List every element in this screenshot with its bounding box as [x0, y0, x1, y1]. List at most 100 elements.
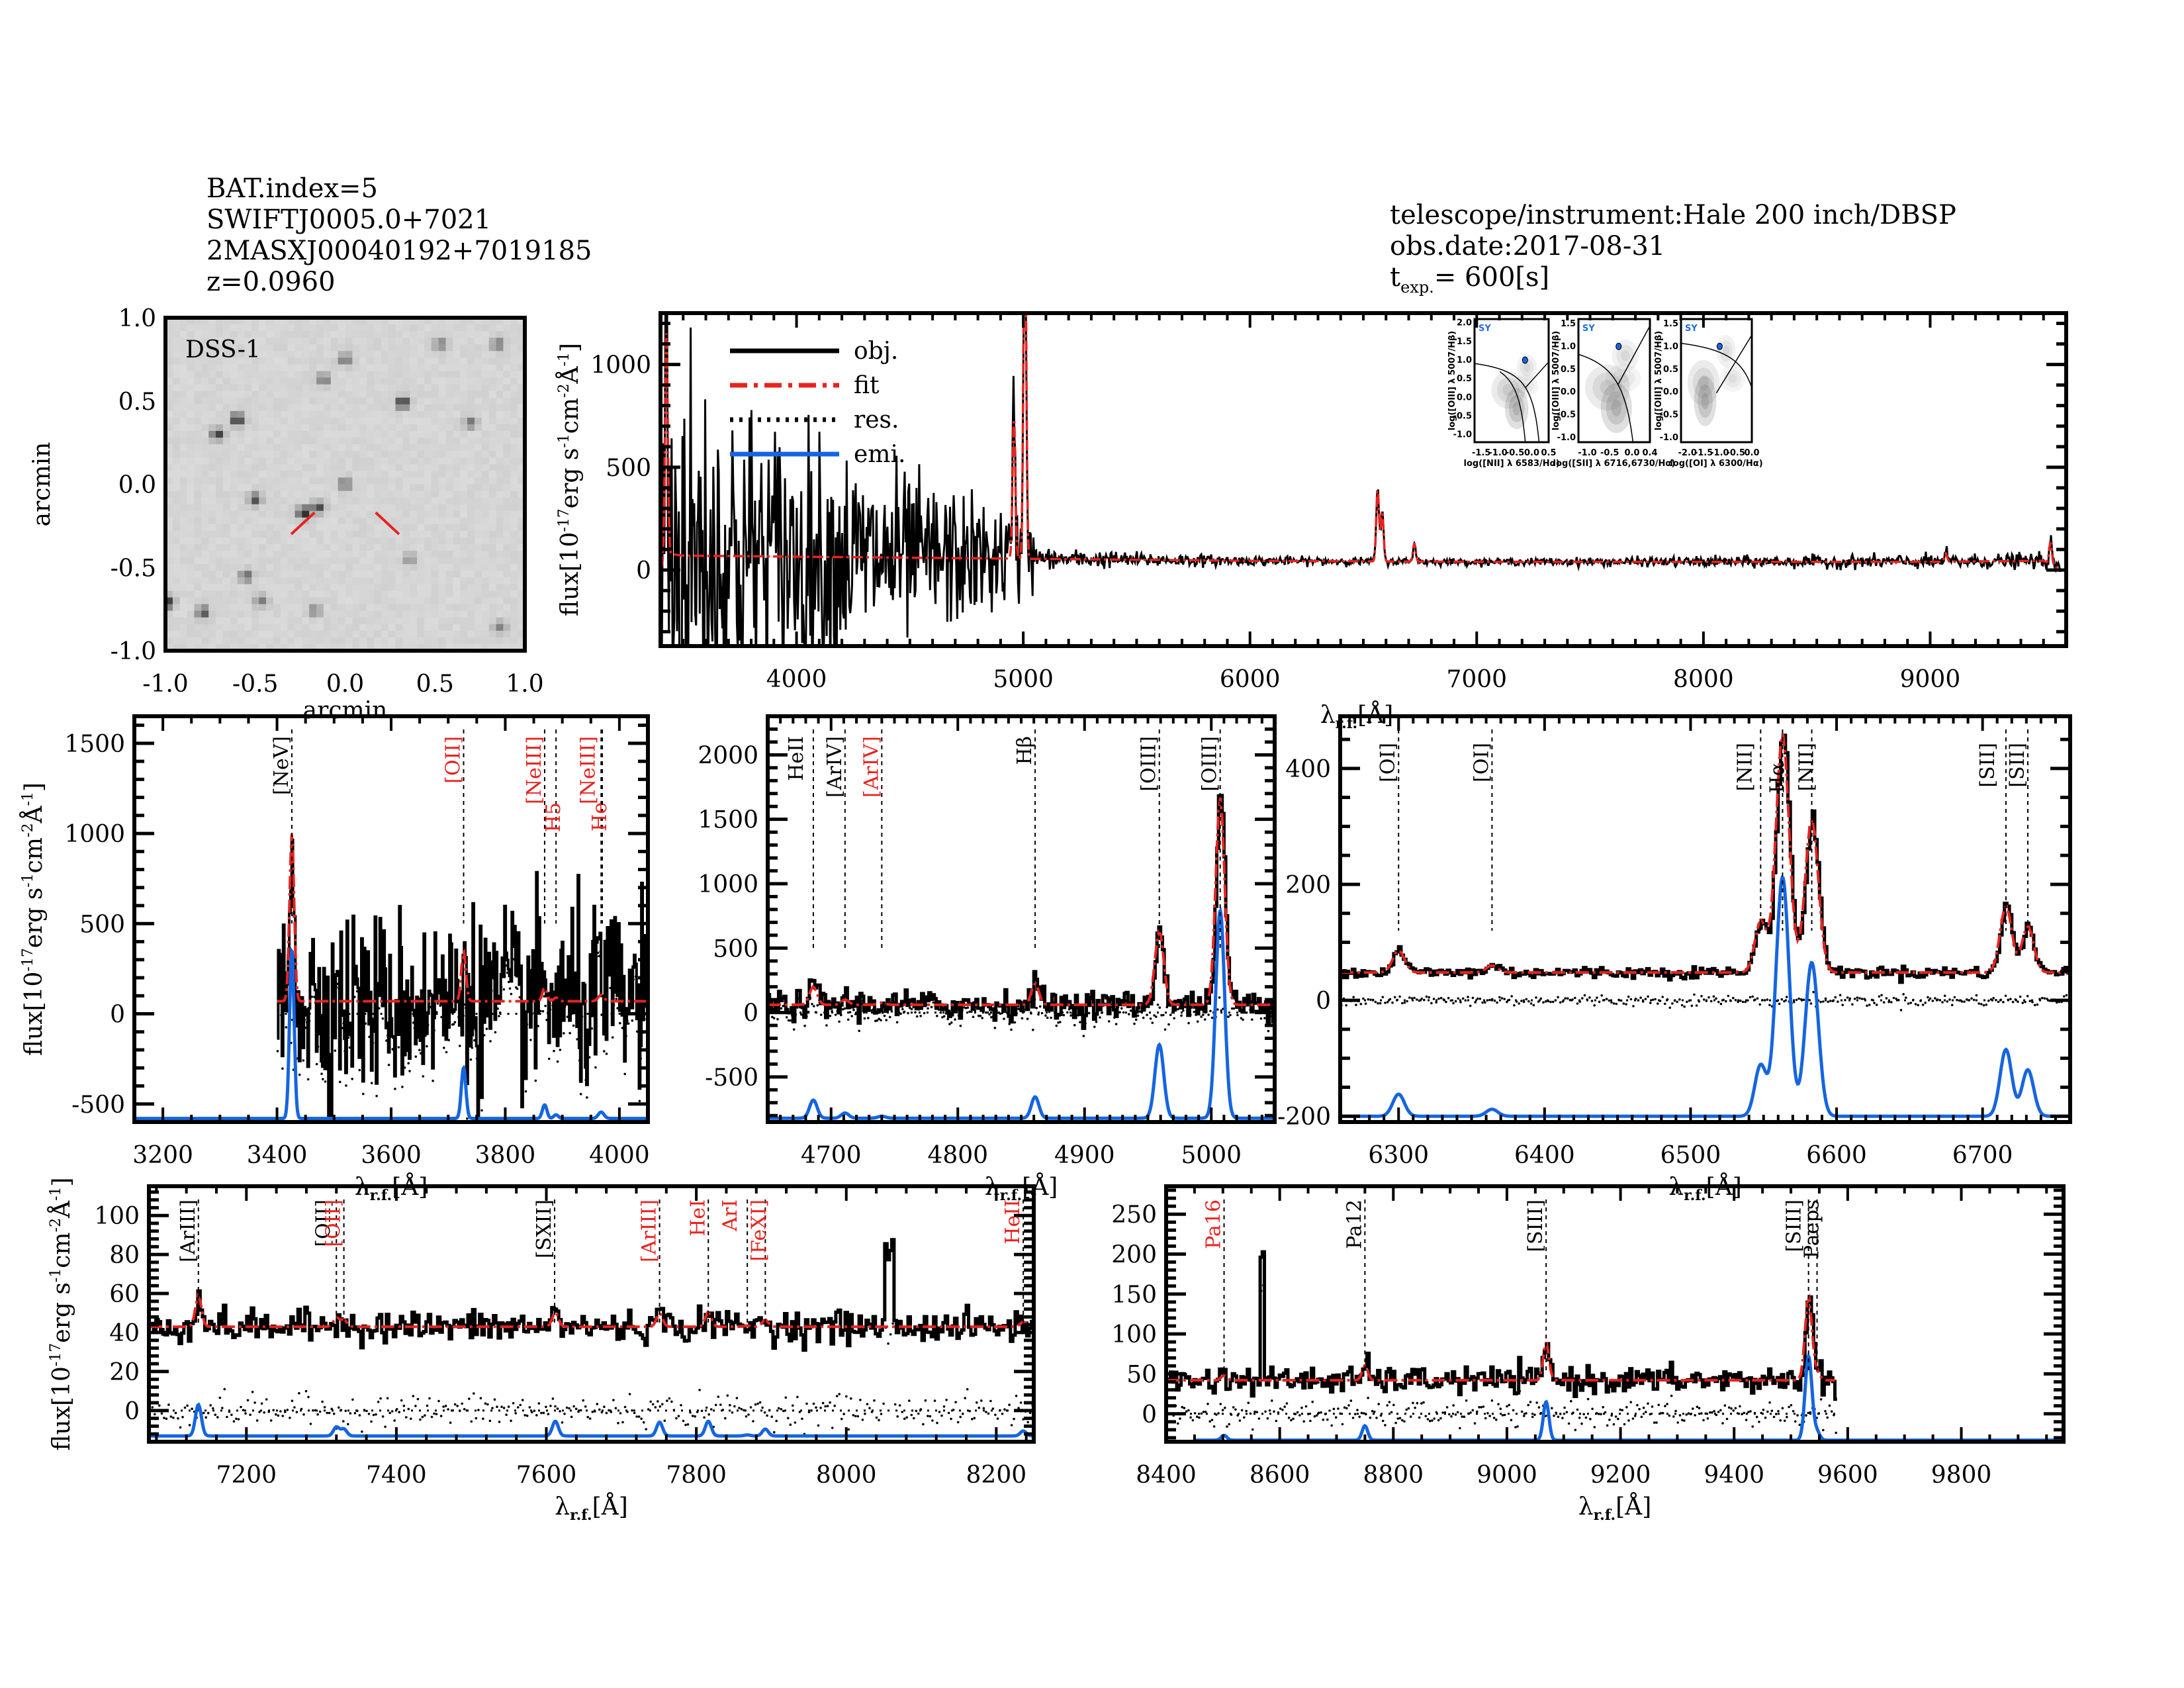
bpt-y-tick-label: 0.5 — [1457, 374, 1472, 384]
image-pixel — [244, 424, 252, 432]
image-pixel — [518, 491, 525, 498]
image-pixel — [388, 590, 396, 598]
image-pixel — [481, 504, 490, 512]
residual-point — [1973, 998, 1976, 1002]
image-pixel — [381, 610, 389, 618]
image-pixel — [467, 544, 475, 551]
residual-point — [924, 1399, 927, 1402]
image-pixel — [172, 624, 181, 632]
image-pixel — [316, 524, 324, 532]
image-pixel — [208, 530, 216, 538]
image-pixel — [481, 464, 490, 471]
image-pixel — [467, 624, 475, 632]
image-pixel — [467, 571, 475, 578]
residual-point — [1590, 1000, 1594, 1002]
image-pixel — [475, 391, 482, 399]
image-pixel — [488, 590, 497, 598]
image-pixel — [194, 557, 202, 565]
line-label: ArI — [719, 1199, 742, 1232]
residual-point — [623, 1405, 627, 1409]
residual-point — [1218, 996, 1221, 999]
residual-point — [1598, 1000, 1601, 1004]
residual-point — [1498, 996, 1501, 999]
residual-point — [514, 1412, 517, 1415]
exposure-value: = 600[s] — [1433, 262, 1550, 293]
image-pixel — [475, 617, 482, 625]
image-pixel — [244, 604, 252, 612]
image-pixel — [302, 617, 310, 625]
image-pixel — [481, 417, 490, 425]
image-pixel — [503, 438, 511, 445]
residual-point — [1499, 1407, 1502, 1410]
image-pixel — [475, 464, 482, 471]
residual-point — [1868, 1004, 1871, 1006]
image-pixel — [222, 557, 231, 565]
image-pixel — [338, 331, 346, 338]
image-pixel — [244, 357, 252, 365]
image-pixel — [402, 510, 410, 518]
image-pixel — [222, 438, 231, 445]
image-pixel — [330, 477, 339, 485]
residual-point — [531, 1411, 533, 1414]
image-pixel — [266, 484, 274, 492]
line-label: [SII] — [2006, 743, 2029, 788]
image-pixel — [237, 617, 246, 625]
residual-point — [841, 1008, 844, 1011]
image-pixel — [266, 590, 274, 598]
image-pixel — [201, 643, 209, 651]
image-pixel — [323, 590, 332, 598]
image-pixel — [280, 544, 289, 551]
image-pixel — [467, 577, 475, 585]
image-pixel — [481, 597, 490, 605]
image-pixel — [388, 371, 396, 379]
residual-point — [772, 1430, 776, 1434]
image-pixel — [316, 457, 324, 465]
image-pixel — [410, 538, 418, 545]
image-pixel — [172, 544, 181, 551]
line-label: [ArIII] — [177, 1199, 200, 1262]
image-pixel — [410, 517, 418, 525]
image-pixel — [187, 357, 195, 365]
line-label: [OIII] — [1199, 736, 1222, 792]
residual-point — [214, 1413, 217, 1416]
y-title-part: Å — [20, 806, 48, 824]
image-pixel — [316, 517, 324, 525]
image-pixel — [510, 590, 518, 598]
residual-point — [1758, 1003, 1761, 1006]
residual-point — [1497, 1403, 1500, 1406]
image-pixel — [475, 517, 482, 525]
image-pixel — [496, 438, 504, 445]
image-pixel — [431, 384, 439, 392]
residual-point — [1709, 1000, 1713, 1003]
image-pixel — [475, 610, 482, 618]
image-pixel — [424, 564, 432, 571]
residual-point — [1839, 994, 1842, 997]
seyfert-liner-line — [1524, 361, 1549, 389]
residual-point — [1416, 998, 1418, 1001]
image-pixel — [208, 338, 216, 345]
residual-point — [1003, 1017, 1005, 1020]
image-pixel — [453, 590, 461, 598]
residual-point — [964, 1007, 968, 1009]
image-pixel — [201, 391, 209, 399]
image-pixel — [510, 457, 518, 465]
residual-point — [1608, 999, 1611, 1002]
image-pixel — [445, 331, 453, 338]
image-pixel — [187, 538, 195, 545]
residual-point — [1892, 996, 1895, 1000]
image-pixel — [359, 431, 367, 438]
plot-area-dss_image — [165, 318, 525, 651]
image-pixel — [280, 564, 289, 571]
image-pixel — [251, 324, 259, 332]
image-pixel — [453, 597, 461, 605]
x-tick-label: 7400 — [366, 1462, 427, 1489]
image-pixel — [216, 624, 224, 632]
residual-point — [1441, 1411, 1444, 1414]
lambda-symbol: λ — [555, 1493, 570, 1521]
image-pixel — [208, 617, 216, 625]
image-pixel — [345, 357, 353, 365]
image-pixel — [488, 617, 497, 625]
image-pixel — [438, 431, 447, 438]
image-pixel — [373, 477, 382, 485]
image-pixel — [460, 438, 468, 445]
